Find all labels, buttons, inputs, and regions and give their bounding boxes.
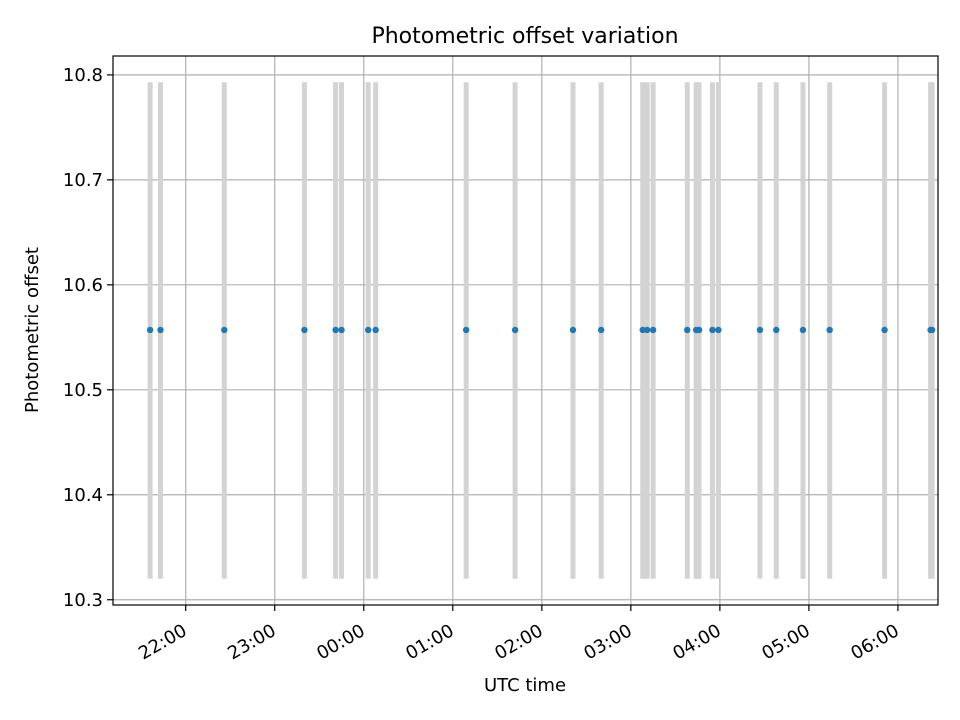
data-point [684, 326, 691, 334]
x-tick-label: 23:00 [224, 620, 279, 664]
data-point [649, 326, 657, 334]
y-tick-label: 10.6 [63, 275, 103, 296]
x-axis-label: UTC time [484, 675, 566, 696]
data-point [756, 326, 764, 334]
data-point [597, 326, 605, 334]
data-point [643, 326, 651, 334]
y-axis-label: Photometric offset [22, 247, 43, 413]
y-axis-ticks: 10.3 10.4 10.5 10.6 10.7 10.8 [63, 65, 113, 611]
data-points [146, 326, 936, 334]
data-point [928, 326, 936, 334]
chart-title: Photometric offset variation [371, 24, 678, 49]
data-point [773, 326, 780, 334]
data-point [826, 326, 833, 334]
data-point [709, 326, 716, 334]
y-tick-label: 10.3 [63, 590, 103, 611]
plot-frame [112, 55, 939, 606]
x-tick-label: 03:00 [580, 620, 635, 664]
x-tick-label: 05:00 [758, 620, 813, 664]
data-point [511, 326, 519, 334]
data-point [569, 326, 577, 334]
data-point [221, 326, 228, 334]
y-tick-label: 10.8 [63, 65, 103, 86]
data-point [881, 326, 888, 334]
y-tick-label: 10.4 [63, 485, 103, 506]
x-tick-label: 00:00 [313, 620, 368, 664]
y-tick-label: 10.7 [63, 170, 103, 191]
x-axis-ticks: 22:00 23:00 00:00 01:00 02:00 03:00 04:00 05:00… [135, 605, 903, 664]
data-point [372, 326, 379, 334]
data-point [332, 326, 339, 334]
data-point [338, 326, 345, 334]
data-point [146, 326, 154, 334]
y-tick-label: 10.5 [63, 380, 103, 401]
plot-background [113, 56, 938, 605]
x-tick-label: 01:00 [402, 620, 457, 664]
data-point [157, 326, 164, 334]
x-tick-label: 06:00 [847, 620, 902, 664]
data-point [695, 326, 703, 334]
x-tick-label: 04:00 [669, 620, 724, 664]
data-point [301, 326, 308, 334]
x-tick-label: 02:00 [491, 620, 546, 664]
x-tick-label: 22:00 [135, 620, 190, 664]
data-point [715, 326, 722, 334]
data-point [462, 326, 470, 334]
data-point [799, 326, 807, 334]
data-point [365, 326, 372, 334]
data-point [639, 326, 646, 334]
